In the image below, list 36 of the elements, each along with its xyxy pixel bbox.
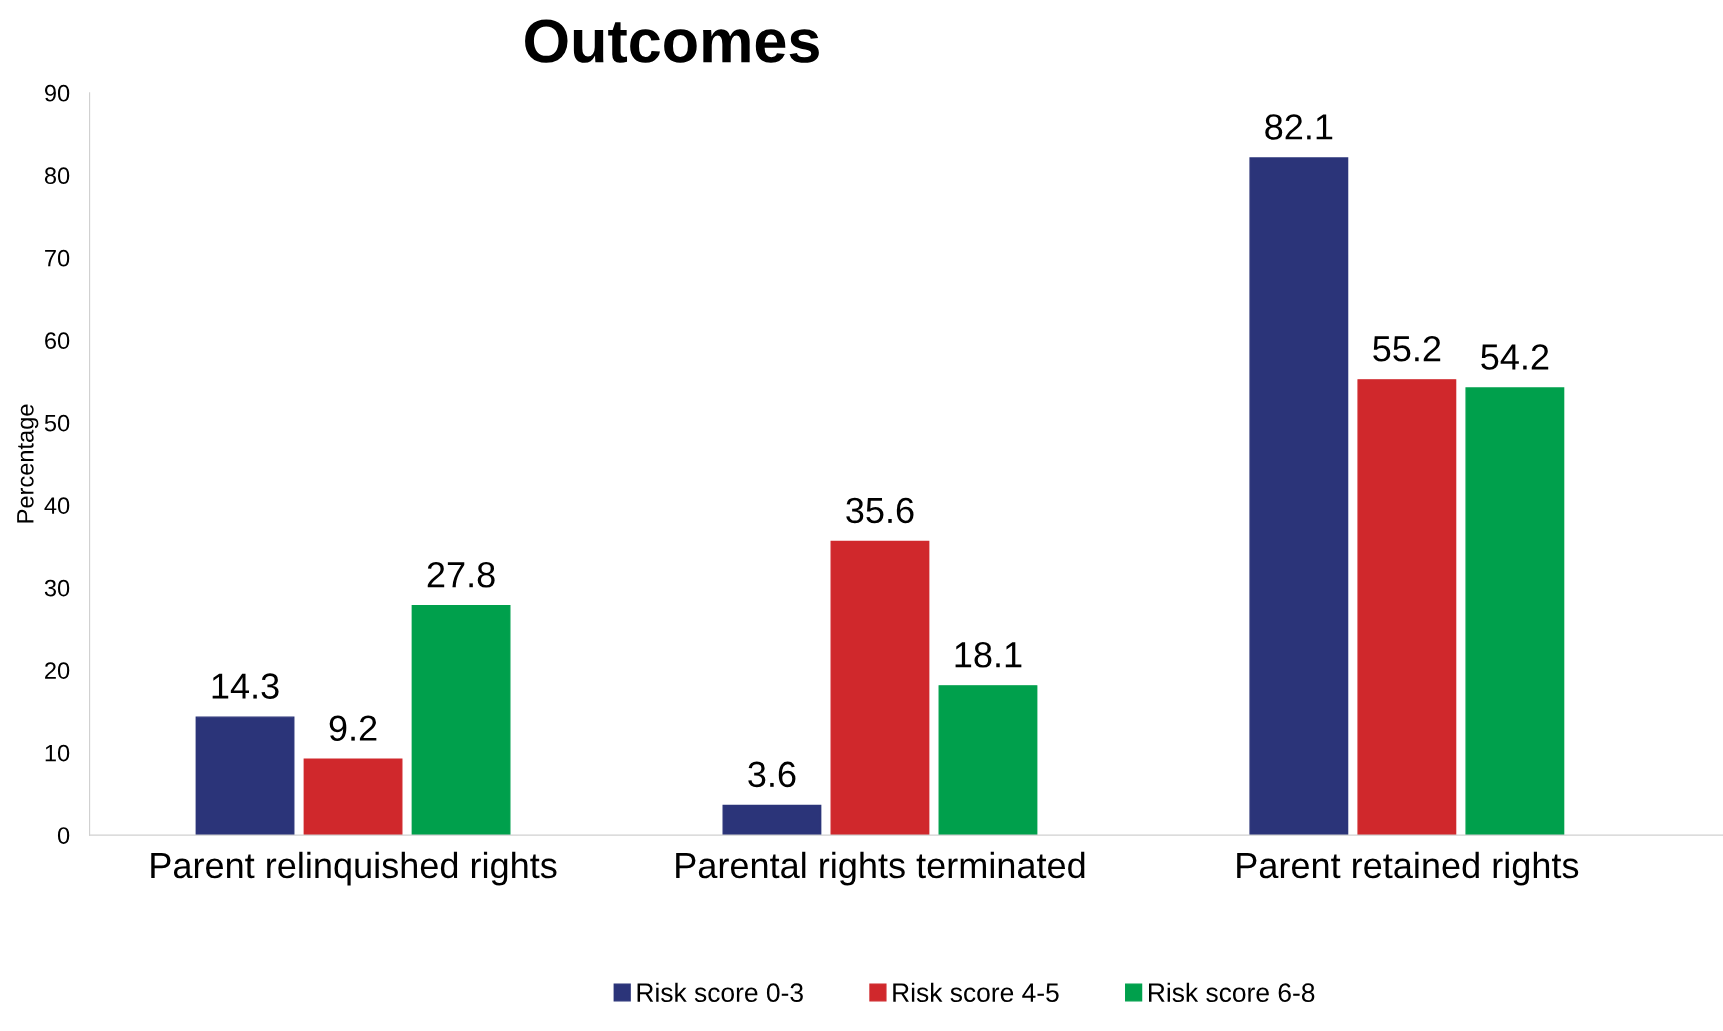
y-tick-label: 0 (57, 827, 70, 844)
bar (1249, 157, 1349, 836)
chart-title: Outcomes (525, 19, 819, 63)
y-tick-label: 20 (45, 662, 70, 679)
legend-label: Risk score 6-8 (1149, 982, 1315, 1003)
bar (830, 540, 930, 836)
bar (722, 804, 822, 836)
y-tick-label: 10 (45, 744, 70, 762)
bar (303, 758, 403, 836)
x-tick-label: Parental rights terminated (676, 851, 1085, 886)
bar (1465, 387, 1565, 836)
data-label: 14.3 (212, 673, 279, 699)
data-label: 27.8 (427, 562, 495, 588)
bar (195, 716, 295, 836)
data-label: 9.2 (329, 715, 377, 741)
bar (411, 605, 511, 836)
legend-label: Risk score 0-3 (637, 982, 803, 1003)
bar (1357, 379, 1457, 836)
y-tick-label: 80 (44, 167, 70, 185)
y-tick-label: 40 (44, 497, 70, 514)
x-tick-label: Parent relinquished rights (151, 851, 557, 886)
y-axis-title: Percentage (17, 404, 39, 523)
y-tick-label: 90 (45, 84, 70, 102)
data-label: 35.6 (846, 497, 914, 524)
y-tick-label: 50 (44, 414, 70, 432)
data-label: 55.2 (1373, 336, 1441, 362)
y-tick-label: 60 (45, 332, 70, 350)
data-label: 3.6 (748, 761, 796, 788)
legend-label: Risk score 4-5 (893, 982, 1059, 1003)
data-label: 18.1 (955, 642, 1022, 668)
x-tick-label: Parent retained rights (1237, 851, 1579, 886)
bar (938, 685, 1038, 836)
y-tick-label: 30 (44, 579, 70, 597)
y-tick-label: 70 (45, 249, 70, 267)
data-label: 54.2 (1481, 344, 1549, 370)
data-label: 82.1 (1265, 114, 1333, 140)
